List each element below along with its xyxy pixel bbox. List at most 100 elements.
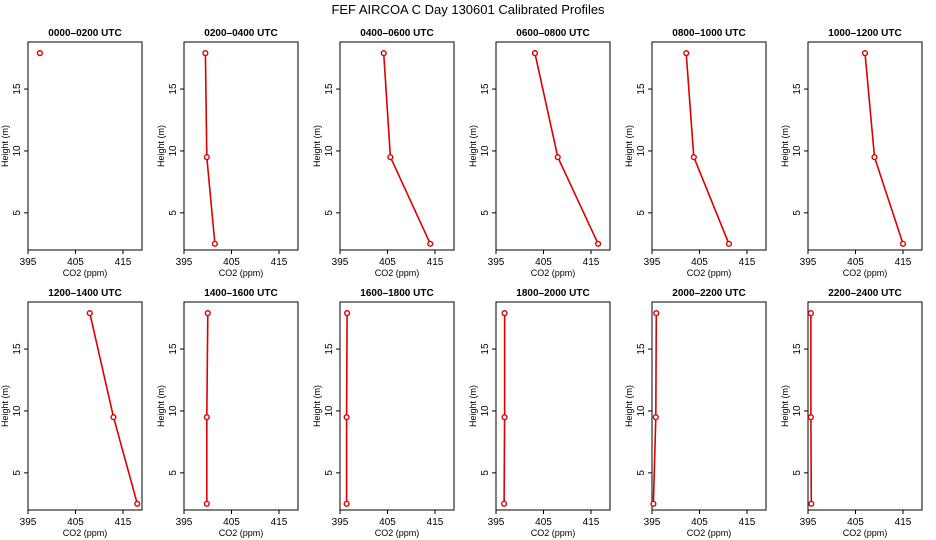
data-point — [204, 310, 211, 317]
data-point — [650, 500, 657, 507]
data-point — [861, 50, 869, 57]
data-point — [683, 50, 690, 57]
data-point — [871, 154, 878, 161]
x-tick-label: 395 — [644, 257, 661, 268]
panel-title: 2000–2200 UTC — [672, 288, 745, 299]
plot-frame — [807, 301, 923, 511]
x-tick-label: 405 — [67, 257, 84, 268]
panel: 0800–1000 UTC 395 405 415 CO2 (ppm) 5 10 15 Heig… — [624, 28, 767, 278]
y-tick-label: 15 — [324, 83, 335, 95]
x-axis-label: CO2 (ppm) — [63, 528, 108, 538]
x-tick-label: 395 — [20, 517, 37, 528]
data-point — [110, 414, 117, 421]
series-line — [206, 313, 209, 504]
plot-frame — [651, 41, 767, 251]
data-point — [203, 500, 210, 507]
y-axis-label: Height (m) — [0, 125, 10, 167]
y-tick-label: 5 — [324, 470, 335, 476]
x-axis-label: CO2 (ppm) — [687, 268, 732, 278]
data-point — [387, 154, 394, 161]
data-point — [211, 240, 218, 247]
y-tick-label: 15 — [324, 343, 335, 355]
x-tick-label: 395 — [800, 257, 817, 268]
y-tick-label: 5 — [480, 210, 491, 216]
series-line — [503, 313, 506, 504]
x-tick-label: 395 — [176, 517, 193, 528]
panel: 1600–1800 UTC 395 405 415 CO2 (ppm) 5 10 15 Heig… — [312, 288, 455, 538]
x-tick-label: 415 — [115, 257, 132, 268]
panel-title: 2200–2400 UTC — [828, 288, 901, 299]
y-tick-label: 10 — [480, 145, 491, 157]
x-tick-label: 405 — [691, 257, 708, 268]
y-tick-label: 15 — [792, 83, 803, 95]
x-tick-label: 405 — [379, 257, 396, 268]
panel: 0000–0200 UTC 395 405 415 CO2 (ppm) 5 10 15 Heig… — [0, 28, 143, 278]
y-tick-label: 10 — [792, 145, 803, 157]
series-line — [89, 312, 139, 505]
data-point — [134, 500, 141, 507]
y-tick-label: 5 — [480, 470, 491, 476]
data-point — [554, 154, 561, 161]
y-tick-label: 10 — [792, 405, 803, 417]
panel: 1800–2000 UTC 395 405 415 CO2 (ppm) 5 10 15 Heig… — [468, 288, 611, 538]
x-tick-label: 405 — [691, 517, 708, 528]
series-line — [864, 53, 904, 245]
y-tick-label: 10 — [636, 405, 647, 417]
x-tick-label: 395 — [800, 517, 817, 528]
panel-title: 0000–0200 UTC — [48, 28, 121, 39]
y-axis-label: Height (m) — [468, 125, 478, 167]
panel-title: 0800–1000 UTC — [672, 28, 745, 39]
panel: 2000–2200 UTC 395 405 415 CO2 (ppm) 5 10 15 Heig… — [624, 288, 767, 538]
panel: 1400–1600 UTC 395 405 415 CO2 (ppm) 5 10 15 Heig… — [156, 288, 299, 538]
x-axis-label: CO2 (ppm) — [531, 268, 576, 278]
panels: 0000–0200 UTC 395 405 415 CO2 (ppm) 5 10 15 Heig… — [0, 28, 923, 538]
y-tick-label: 15 — [792, 343, 803, 355]
plot-frame — [183, 301, 299, 511]
plot-frame — [183, 41, 299, 251]
data-point — [725, 240, 733, 247]
y-axis-label: Height (m) — [624, 385, 634, 427]
y-axis-label: Height (m) — [312, 385, 322, 427]
series-line — [685, 53, 730, 245]
x-tick-label: 415 — [583, 257, 600, 268]
series-line — [534, 52, 599, 245]
y-axis-label: Height (m) — [468, 385, 478, 427]
panel: 0600–0800 UTC 395 405 415 CO2 (ppm) 5 10 15 Heig… — [468, 28, 611, 278]
x-tick-label: 395 — [332, 517, 349, 528]
y-tick-label: 5 — [12, 210, 23, 216]
panel: 0200–0400 UTC 395 405 415 CO2 (ppm) 5 10 15 Heig… — [156, 28, 299, 278]
y-tick-label: 5 — [792, 210, 803, 216]
y-tick-label: 10 — [636, 145, 647, 157]
y-tick-label: 15 — [480, 343, 491, 355]
series-line — [345, 313, 348, 504]
y-axis-label: Height (m) — [780, 385, 790, 427]
panel: 0400–0600 UTC 395 405 415 CO2 (ppm) 5 10 15 Heig… — [312, 28, 455, 278]
y-tick-label: 15 — [12, 343, 23, 355]
x-tick-label: 415 — [583, 517, 600, 528]
plot-frame — [339, 301, 455, 511]
data-point — [202, 50, 209, 57]
panel-title: 0600–0800 UTC — [516, 28, 589, 39]
x-tick-label: 395 — [20, 257, 37, 268]
y-axis-label: Height (m) — [780, 125, 790, 167]
data-point — [380, 50, 387, 57]
x-axis-label: CO2 (ppm) — [843, 528, 888, 538]
series-line — [204, 53, 216, 244]
figure-title: FEF AIRCOA C Day 130601 Calibrated Profi… — [331, 2, 605, 17]
data-point — [343, 414, 350, 421]
data-point — [343, 500, 350, 507]
data-point — [807, 414, 814, 421]
data-point — [899, 240, 907, 247]
x-tick-label: 415 — [739, 517, 756, 528]
panel-title: 1400–1600 UTC — [204, 288, 277, 299]
data-point — [652, 414, 659, 421]
y-tick-label: 10 — [324, 145, 335, 157]
data-point — [501, 310, 508, 317]
y-tick-label: 5 — [792, 470, 803, 476]
panel: 1200–1400 UTC 395 405 415 CO2 (ppm) 5 10 15 Heig… — [0, 288, 143, 538]
plot-frame — [27, 301, 143, 511]
series-line — [382, 53, 432, 245]
y-tick-label: 5 — [12, 470, 23, 476]
x-tick-label: 405 — [847, 517, 864, 528]
y-axis-label: Height (m) — [312, 125, 322, 167]
